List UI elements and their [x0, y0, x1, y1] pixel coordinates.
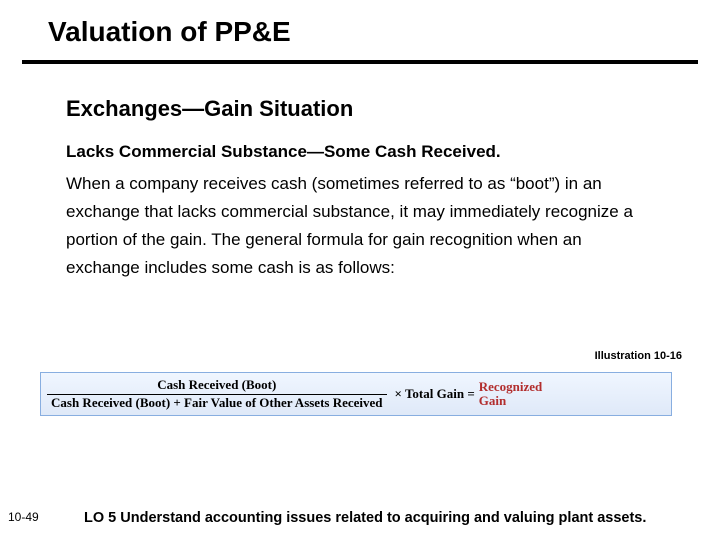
page-number: 10-49 [8, 510, 39, 524]
title-underline [22, 60, 698, 64]
formula-times: × Total Gain = [391, 386, 479, 402]
formula-result-line1: Recognized [479, 380, 543, 394]
section-heading: Exchanges—Gain Situation [66, 96, 353, 122]
body-paragraph: When a company receives cash (sometimes … [66, 170, 636, 282]
learning-objective: LO 5 Understand accounting issues relate… [84, 510, 710, 526]
slide: Valuation of PP&E Exchanges—Gain Situati… [0, 0, 720, 540]
slide-title: Valuation of PP&E [48, 16, 291, 48]
formula-denominator: Cash Received (Boot) + Fair Value of Oth… [47, 394, 387, 410]
illustration-label: Illustration 10-16 [595, 350, 682, 362]
formula-result: Recognized Gain [479, 380, 549, 407]
lead-line: Lacks Commercial Substance—Some Cash Rec… [66, 142, 501, 162]
formula-box: Cash Received (Boot) Cash Received (Boot… [40, 372, 672, 416]
formula-fraction: Cash Received (Boot) Cash Received (Boot… [47, 378, 387, 410]
formula-numerator: Cash Received (Boot) [153, 378, 280, 393]
formula-result-line2: Gain [479, 394, 506, 408]
